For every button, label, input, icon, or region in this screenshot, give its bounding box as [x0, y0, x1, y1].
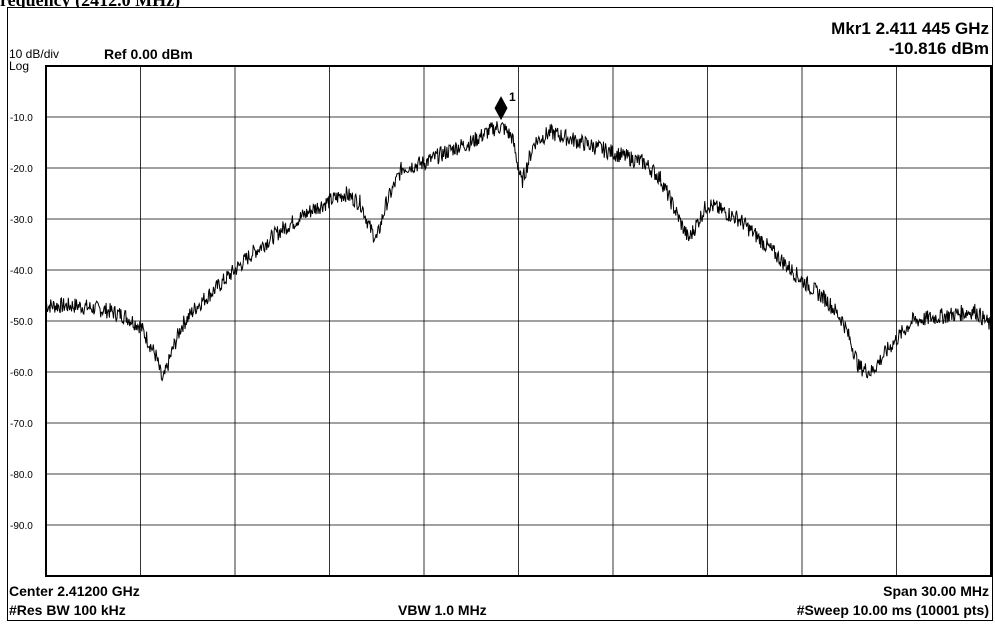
span-label: Span 30.00 MHz — [883, 583, 989, 599]
y-tick-label: -90.0 — [10, 521, 33, 532]
marker-frequency-readout: Mkr1 2.411 445 GHz — [831, 19, 989, 38]
rbw-label: #Res BW 100 kHz — [9, 602, 126, 618]
scale-label: 10 dB/div — [9, 47, 60, 61]
marker-level-readout: -10.816 dBm — [888, 39, 989, 58]
y-tick-label: -40.0 — [10, 266, 33, 277]
y-tick-label: -60.0 — [10, 368, 33, 379]
y-tick-label: -20.0 — [10, 164, 33, 175]
spectrum-plot: -10.0 -20.0 -30.0 -40.0 -50.0 -60.0 -70.0 -80.0… — [10, 65, 992, 577]
y-tick-label: -80.0 — [10, 470, 33, 481]
marker-1-label: 1 — [509, 90, 516, 104]
marker-1-diamond — [494, 96, 508, 121]
page-caption: requency (2412.0 MHz) — [0, 0, 181, 10]
y-tick-label: -70.0 — [10, 419, 33, 430]
spectrum-trace — [45, 121, 992, 382]
analyzer-screen: 10 dB/div Log Ref 0.00 dBm Mkr1 2.411 44… — [7, 7, 993, 621]
center-frequency-label: Center 2.41200 GHz — [9, 583, 140, 599]
y-tick-label: -30.0 — [10, 215, 33, 226]
vbw-label: VBW 1.0 MHz — [398, 602, 487, 618]
ref-level-label: Ref 0.00 dBm — [104, 46, 193, 62]
sweep-label: #Sweep 10.00 ms (10001 pts) — [796, 602, 989, 618]
y-tick-label: -50.0 — [10, 317, 33, 328]
y-tick-label: -10.0 — [10, 113, 33, 124]
scale-type-label: Log — [9, 59, 30, 73]
